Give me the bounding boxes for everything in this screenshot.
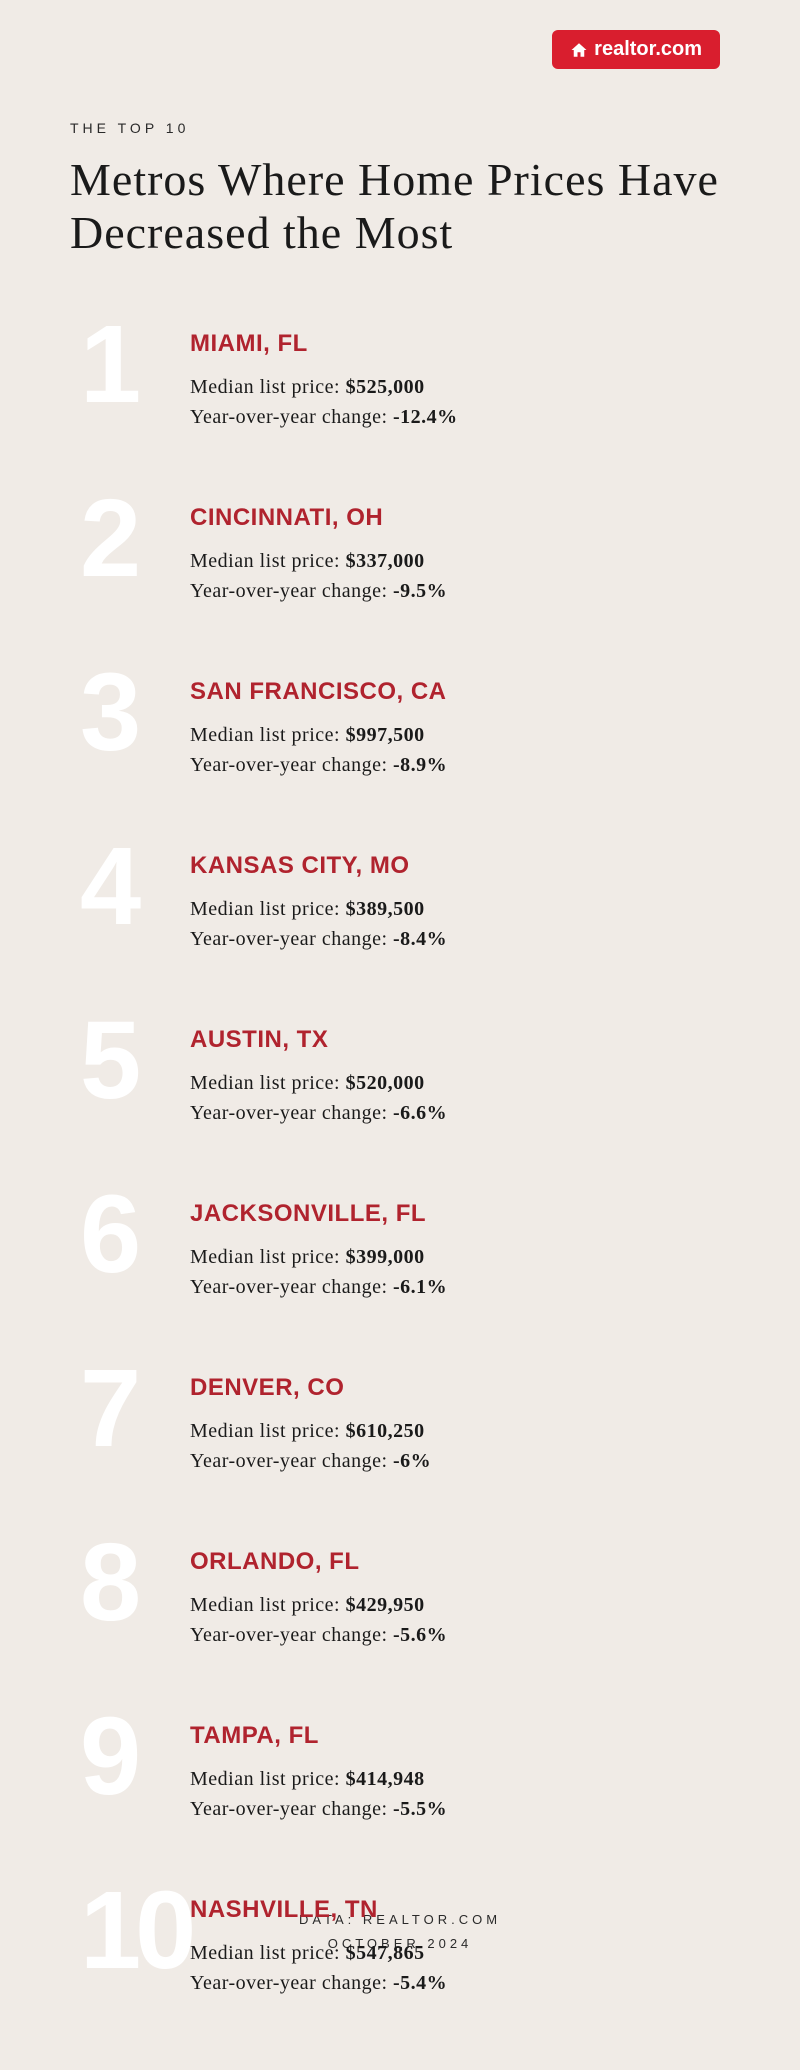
median-price-line: Median list price: $389,500 [190, 894, 720, 924]
metro-content: JACKSONVILLE, FL Median list price: $399… [190, 1200, 720, 1302]
metro-item: 1 MIAMI, FL Median list price: $525,000 … [100, 330, 720, 432]
yoy-change-line: Year-over-year change: -8.4% [190, 924, 720, 954]
metro-list: 1 MIAMI, FL Median list price: $525,000 … [100, 330, 720, 2070]
metro-item: 8 ORLANDO, FL Median list price: $429,95… [100, 1548, 720, 1650]
median-price-value: $520,000 [346, 1072, 425, 1094]
yoy-change-line: Year-over-year change: -6% [190, 1446, 720, 1476]
metro-content: AUSTIN, TX Median list price: $520,000 Y… [190, 1026, 720, 1128]
metro-content: DENVER, CO Median list price: $610,250 Y… [190, 1374, 720, 1476]
metro-city: MIAMI, FL [190, 330, 720, 358]
yoy-change-value: -8.9% [393, 754, 447, 776]
metro-item: 7 DENVER, CO Median list price: $610,250… [100, 1374, 720, 1476]
rank-number: 7 [80, 1354, 135, 1464]
metro-item: 5 AUSTIN, TX Median list price: $520,000… [100, 1026, 720, 1128]
page-title: Metros Where Home Prices Have Decreased … [70, 154, 730, 260]
median-price-value: $525,000 [346, 376, 425, 398]
median-price-line: Median list price: $997,500 [190, 720, 720, 750]
house-icon [570, 41, 588, 59]
metro-content: KANSAS CITY, MO Median list price: $389,… [190, 852, 720, 954]
yoy-change-value: -9.5% [393, 580, 447, 602]
metro-item: 3 SAN FRANCISCO, CA Median list price: $… [100, 678, 720, 780]
rank-number: 8 [80, 1528, 135, 1638]
median-price-line: Median list price: $429,950 [190, 1590, 720, 1620]
yoy-change-value: -5.6% [393, 1624, 447, 1646]
median-price-value: $337,000 [346, 550, 425, 572]
rank-number: 6 [80, 1180, 135, 1290]
rank-number: 3 [80, 658, 135, 768]
metro-city: NASHVILLE, TN [190, 1896, 720, 1924]
median-price-line: Median list price: $399,000 [190, 1242, 720, 1272]
metro-item: 9 TAMPA, FL Median list price: $414,948 … [100, 1722, 720, 1824]
median-price-line: Median list price: $610,250 [190, 1416, 720, 1446]
yoy-change-line: Year-over-year change: -5.5% [190, 1794, 720, 1824]
yoy-change-line: Year-over-year change: -5.4% [190, 1968, 720, 1998]
median-price-value: $399,000 [346, 1246, 425, 1268]
yoy-change-value: -8.4% [393, 928, 447, 950]
yoy-change-value: -6% [393, 1450, 431, 1472]
metro-item: 2 CINCINNATI, OH Median list price: $337… [100, 504, 720, 606]
yoy-change-value: -6.6% [393, 1102, 447, 1124]
yoy-change-line: Year-over-year change: -6.1% [190, 1272, 720, 1302]
header: THE TOP 10 Metros Where Home Prices Have… [70, 120, 730, 260]
metro-city: DENVER, CO [190, 1374, 720, 1402]
rank-number: 2 [80, 484, 135, 594]
metro-content: SAN FRANCISCO, CA Median list price: $99… [190, 678, 720, 780]
metro-item: 6 JACKSONVILLE, FL Median list price: $3… [100, 1200, 720, 1302]
metro-city: TAMPA, FL [190, 1722, 720, 1750]
median-price-value: $610,250 [346, 1420, 425, 1442]
median-price-line: Median list price: $337,000 [190, 546, 720, 576]
metro-item: 10 NASHVILLE, TN Median list price: $547… [100, 1896, 720, 1998]
rank-number: 4 [80, 832, 135, 942]
median-price-value: $547,865 [346, 1942, 425, 1964]
metro-content: MIAMI, FL Median list price: $525,000 Ye… [190, 330, 720, 432]
rank-number: 9 [80, 1702, 135, 1812]
brand-logo: realtor.com [552, 30, 720, 69]
metro-city: JACKSONVILLE, FL [190, 1200, 720, 1228]
yoy-change-line: Year-over-year change: -6.6% [190, 1098, 720, 1128]
metro-content: ORLANDO, FL Median list price: $429,950 … [190, 1548, 720, 1650]
rank-number: 1 [80, 310, 135, 420]
median-price-line: Median list price: $547,865 [190, 1938, 720, 1968]
logo-text: realtor.com [594, 38, 702, 61]
yoy-change-value: -5.4% [393, 1972, 447, 1994]
metro-item: 4 KANSAS CITY, MO Median list price: $38… [100, 852, 720, 954]
yoy-change-line: Year-over-year change: -9.5% [190, 576, 720, 606]
yoy-change-line: Year-over-year change: -8.9% [190, 750, 720, 780]
metro-city: CINCINNATI, OH [190, 504, 720, 532]
median-price-line: Median list price: $520,000 [190, 1068, 720, 1098]
median-price-value: $389,500 [346, 898, 425, 920]
metro-content: NASHVILLE, TN Median list price: $547,86… [190, 1896, 720, 1998]
metro-content: CINCINNATI, OH Median list price: $337,0… [190, 504, 720, 606]
rank-number: 5 [80, 1006, 135, 1116]
metro-city: ORLANDO, FL [190, 1548, 720, 1576]
median-price-line: Median list price: $525,000 [190, 372, 720, 402]
yoy-change-value: -5.5% [393, 1798, 447, 1820]
median-price-line: Median list price: $414,948 [190, 1764, 720, 1794]
median-price-value: $997,500 [346, 724, 425, 746]
metro-content: TAMPA, FL Median list price: $414,948 Ye… [190, 1722, 720, 1824]
metro-city: KANSAS CITY, MO [190, 852, 720, 880]
yoy-change-line: Year-over-year change: -12.4% [190, 402, 720, 432]
yoy-change-value: -12.4% [393, 406, 458, 428]
eyebrow-text: THE TOP 10 [70, 120, 730, 136]
metro-city: AUSTIN, TX [190, 1026, 720, 1054]
median-price-value: $414,948 [346, 1768, 425, 1790]
yoy-change-line: Year-over-year change: -5.6% [190, 1620, 720, 1650]
metro-city: SAN FRANCISCO, CA [190, 678, 720, 706]
yoy-change-value: -6.1% [393, 1276, 447, 1298]
median-price-value: $429,950 [346, 1594, 425, 1616]
